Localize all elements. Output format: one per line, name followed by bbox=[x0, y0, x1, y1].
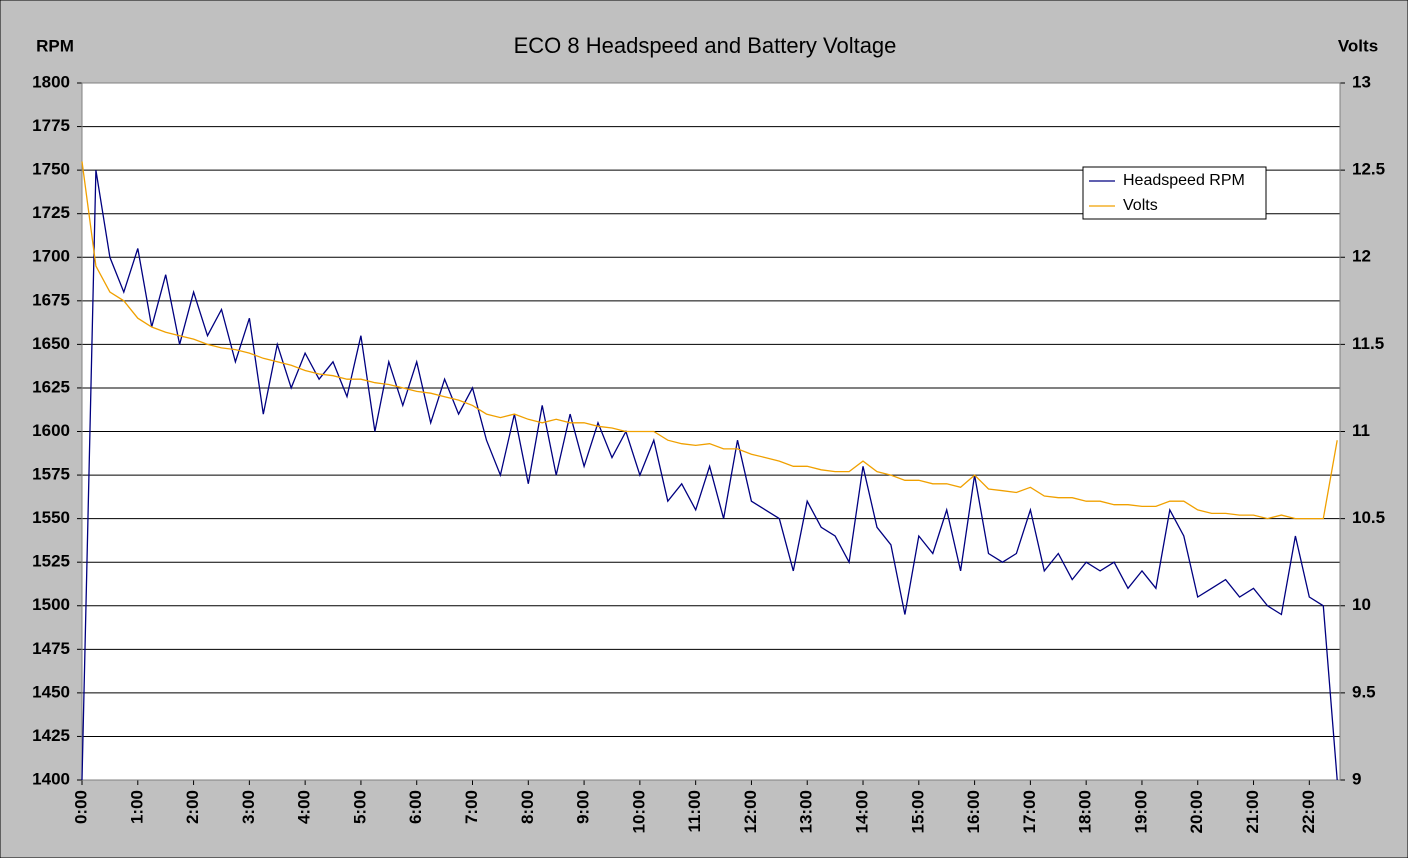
y-tick-label: 1700 bbox=[32, 247, 70, 266]
x-tick-label: 7:00 bbox=[462, 790, 481, 824]
legend-label: Volts bbox=[1123, 197, 1158, 214]
x-tick-label: 6:00 bbox=[406, 790, 425, 824]
x-tick-label: 5:00 bbox=[350, 790, 369, 824]
y2-tick-label: 11 bbox=[1352, 421, 1370, 440]
data-line bbox=[81, 161, 1338, 520]
y-tick-label: 1625 bbox=[32, 377, 70, 396]
y2-tick-label: 10.5 bbox=[1352, 508, 1385, 527]
y-tick-label: 1475 bbox=[32, 639, 70, 658]
x-tick-label: 3:00 bbox=[239, 790, 258, 824]
y2-tick-label: 11.5 bbox=[1352, 334, 1384, 353]
x-tick-label: 15:00 bbox=[908, 790, 927, 833]
data-line bbox=[81, 169, 1338, 781]
y-tick-label: 1800 bbox=[32, 72, 70, 91]
x-tick-label: 22:00 bbox=[1299, 790, 1318, 833]
x-tick-label: 16:00 bbox=[964, 790, 983, 833]
x-tick-label: 12:00 bbox=[741, 790, 760, 833]
y-tick-label: 1650 bbox=[32, 334, 70, 353]
y-tick-label: 1775 bbox=[32, 116, 70, 135]
x-tick-label: 11:00 bbox=[685, 790, 704, 833]
x-tick-label: 4:00 bbox=[295, 790, 314, 824]
y2-tick-label: 9.5 bbox=[1352, 682, 1376, 701]
y-tick-label: 1750 bbox=[32, 160, 70, 179]
x-tick-label: 13:00 bbox=[797, 790, 816, 833]
y2-tick-label: 9 bbox=[1352, 769, 1361, 788]
x-tick-label: 0:00 bbox=[71, 790, 90, 824]
y-tick-label: 1725 bbox=[32, 203, 70, 222]
legend-label: Headspeed RPM bbox=[1123, 172, 1245, 189]
y-axis-title: RPM bbox=[36, 36, 74, 55]
plot-border bbox=[81, 82, 1341, 781]
x-tick-label: 20:00 bbox=[1187, 790, 1206, 833]
y2-tick-label: 12.5 bbox=[1352, 160, 1385, 179]
x-tick-label: 1:00 bbox=[127, 790, 146, 824]
y-tick-label: 1600 bbox=[32, 421, 70, 440]
y2-axis-title: Volts bbox=[1338, 36, 1378, 55]
x-tick-label: 2:00 bbox=[183, 790, 202, 824]
y2-tick-label: 10 bbox=[1352, 595, 1371, 614]
y-tick-label: 1425 bbox=[32, 726, 70, 745]
y2-tick-label: 12 bbox=[1352, 247, 1371, 266]
x-tick-label: 21:00 bbox=[1243, 790, 1262, 833]
y-tick-label: 1675 bbox=[32, 290, 70, 309]
chart-title: ECO 8 Headspeed and Battery Voltage bbox=[514, 33, 897, 58]
x-tick-label: 9:00 bbox=[574, 790, 593, 824]
x-tick-label: 10:00 bbox=[629, 790, 648, 833]
y-tick-label: 1525 bbox=[32, 552, 70, 571]
y-tick-label: 1550 bbox=[32, 508, 70, 527]
x-tick-label: 19:00 bbox=[1131, 790, 1150, 833]
x-tick-label: 18:00 bbox=[1076, 790, 1095, 833]
y-tick-label: 1450 bbox=[32, 682, 70, 701]
x-tick-label: 17:00 bbox=[1020, 790, 1039, 833]
y-tick-label: 1575 bbox=[32, 465, 70, 484]
y-tick-label: 1400 bbox=[32, 769, 70, 788]
x-tick-label: 14:00 bbox=[853, 790, 872, 833]
y2-tick-label: 13 bbox=[1352, 72, 1371, 91]
legend-box bbox=[1082, 166, 1267, 220]
x-tick-label: 8:00 bbox=[518, 790, 537, 824]
y-tick-label: 1500 bbox=[32, 595, 70, 614]
